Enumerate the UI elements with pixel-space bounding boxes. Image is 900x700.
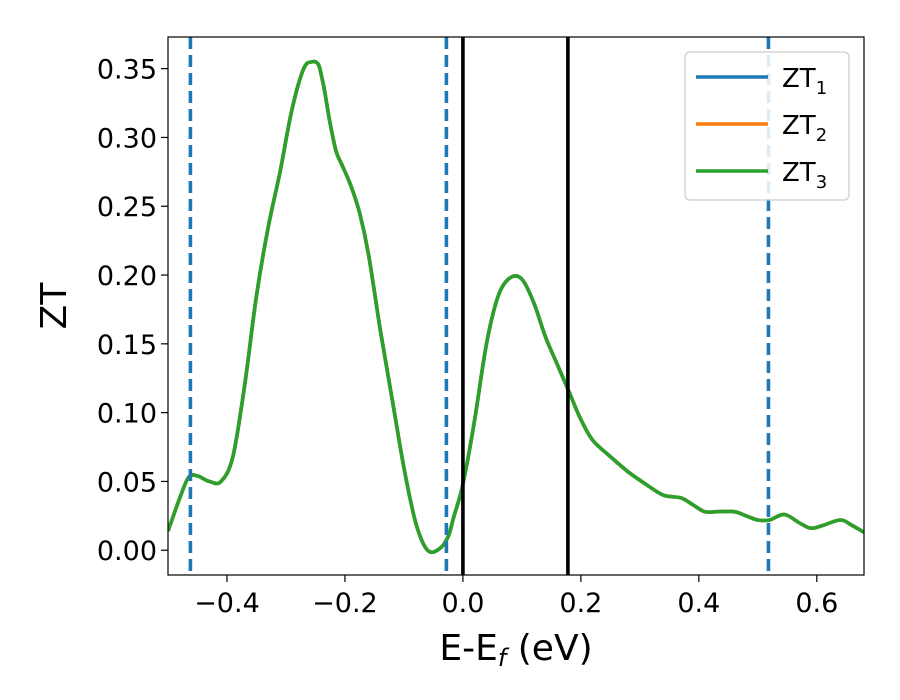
x-tick-label: −0.2 bbox=[312, 588, 378, 619]
y-tick-label: 0.15 bbox=[97, 330, 157, 361]
x-axis-ticks: −0.4 −0.2 0.0 0.2 0.4 0.6 bbox=[194, 575, 838, 619]
x-tick-label: 0.2 bbox=[559, 588, 602, 619]
y-tick-label: 0.25 bbox=[97, 192, 157, 223]
legend-label-zt2: ZT2 bbox=[782, 111, 827, 146]
series-line-zt3 bbox=[168, 59, 864, 555]
legend-box bbox=[684, 51, 850, 201]
x-tick-label: 0.4 bbox=[677, 588, 720, 619]
y-tick-label: 0.20 bbox=[97, 261, 157, 292]
y-tick-label: 0.05 bbox=[97, 467, 157, 498]
x-axis-label: E-Ef (eV) bbox=[439, 628, 592, 672]
y-axis-label: ZT bbox=[34, 282, 75, 330]
x-tick-label: 0.6 bbox=[795, 588, 838, 619]
y-axis-ticks: 0.00 0.05 0.10 0.15 0.20 0.25 0.30 0.35 bbox=[97, 55, 168, 567]
y-tick-label: 0.10 bbox=[97, 399, 157, 430]
plot-layer bbox=[168, 37, 864, 575]
legend-label-zt1: ZT1 bbox=[782, 64, 827, 99]
x-tick-label: −0.4 bbox=[194, 588, 260, 619]
y-tick-label: 0.30 bbox=[97, 123, 157, 154]
legend-label-zt3: ZT3 bbox=[782, 158, 827, 193]
legend: ZT1 ZT2 ZT3 bbox=[684, 51, 850, 201]
plot-frame bbox=[167, 36, 865, 576]
y-tick-label: 0.35 bbox=[97, 55, 157, 86]
x-tick-label: 0.0 bbox=[441, 588, 484, 619]
y-tick-label: 0.00 bbox=[97, 536, 157, 567]
